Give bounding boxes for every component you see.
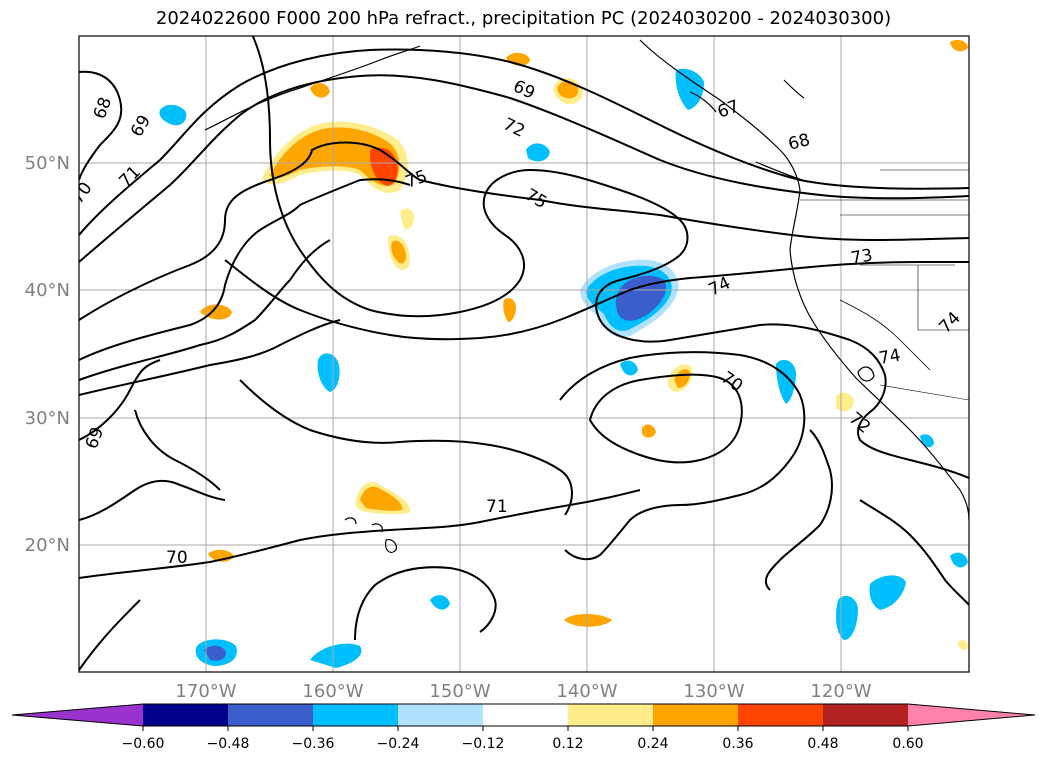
lon-label-140w: 140°W — [556, 681, 617, 702]
precip-positive-area — [642, 424, 656, 438]
precip-negative-area — [869, 575, 906, 610]
latitude-labels: 50°N 40°N 30°N 20°N — [25, 153, 70, 556]
colorbar-segment — [228, 704, 313, 726]
map-gridlines — [79, 36, 969, 672]
precip-strong-negative-area — [204, 645, 226, 661]
colorbar-tick-label: −0.24 — [377, 736, 420, 752]
longitude-labels: 170°W 160°W 150°W 140°W 130°W 120°W — [175, 681, 871, 702]
ocean-background — [79, 36, 969, 672]
colorbar-tick-label: 0.60 — [892, 736, 923, 752]
colorbar-tick-label: 0.24 — [637, 736, 668, 752]
precip-positive-area — [270, 127, 400, 186]
precip-negative-area — [430, 595, 450, 610]
precip-positive-area — [400, 208, 414, 230]
precip-positive-area — [674, 369, 690, 388]
colorbar-extension-low — [12, 704, 143, 726]
colorbar-segment — [398, 704, 483, 726]
precip-positive-area — [391, 240, 407, 264]
colorbar-tick-label: −0.12 — [462, 736, 505, 752]
colorbar-segment — [143, 704, 228, 726]
map-frame — [78, 35, 970, 673]
colorbar-tick-label: −0.36 — [292, 736, 335, 752]
precip-positive-area — [564, 614, 612, 627]
precip-negative-area — [526, 143, 550, 162]
lat-label-40n: 40°N — [25, 280, 70, 301]
colorbar-ticks: −0.60 −0.48 −0.36 −0.24 −0.12 0.12 0.24 0.36 0.4… — [122, 726, 924, 752]
lat-label-20n: 20°N — [25, 535, 70, 556]
precip-negative-area — [159, 104, 187, 126]
precip-positive-area — [950, 40, 968, 52]
colorbar-segment — [313, 704, 398, 726]
lon-label-160w: 160°W — [302, 681, 363, 702]
refractivity-contours — [79, 36, 969, 671]
colorbar-tick-label: −0.48 — [207, 736, 250, 752]
colorbar-segment — [568, 704, 653, 726]
colorbar-segment — [738, 704, 823, 726]
lon-label-120w: 120°W — [810, 681, 871, 702]
colorbar-extension-high — [908, 704, 1035, 726]
precip-positive-area — [958, 640, 968, 650]
colorbar-segment — [483, 704, 568, 726]
colorbar — [11, 703, 1036, 727]
colorbar-tick-label: 0.12 — [552, 736, 583, 752]
lat-label-30n: 30°N — [25, 408, 70, 429]
contour-label: 73 — [849, 245, 874, 268]
colorbar-tick-label: 0.36 — [722, 736, 753, 752]
lat-label-50n: 50°N — [25, 153, 70, 174]
precip-shading — [159, 40, 968, 668]
precip-negative-area — [675, 68, 704, 110]
lon-label-150w: 150°W — [429, 681, 490, 702]
map-plot-area: 68 69 70 71 75 69 72 67 68 75 73 74 74 7… — [79, 36, 969, 672]
precip-positive-area — [310, 83, 330, 98]
map-title: 2024022600 F000 200 hPa refract., precip… — [155, 8, 892, 29]
precip-negative-area — [950, 552, 968, 568]
precip-positive-area — [557, 80, 579, 99]
lon-label-130w: 130°W — [683, 681, 744, 702]
coastlines — [204, 39, 969, 553]
contour-label: 70 — [166, 548, 188, 568]
lon-label-170w: 170°W — [175, 681, 236, 702]
colorbar-tick-label: −0.60 — [122, 736, 165, 752]
contour-label: 74 — [877, 345, 902, 368]
precip-negative-area — [317, 353, 340, 392]
precip-positive-area — [503, 298, 516, 322]
colorbar-segment — [823, 704, 908, 726]
colorbar-tick-label: 0.48 — [807, 736, 838, 752]
precip-negative-area — [620, 360, 638, 376]
colorbar-segment — [653, 704, 738, 726]
precip-positive-area — [360, 486, 403, 511]
contour-label: 71 — [486, 497, 508, 517]
precip-strong-negative-area — [615, 275, 667, 321]
precip-negative-area — [310, 643, 362, 668]
